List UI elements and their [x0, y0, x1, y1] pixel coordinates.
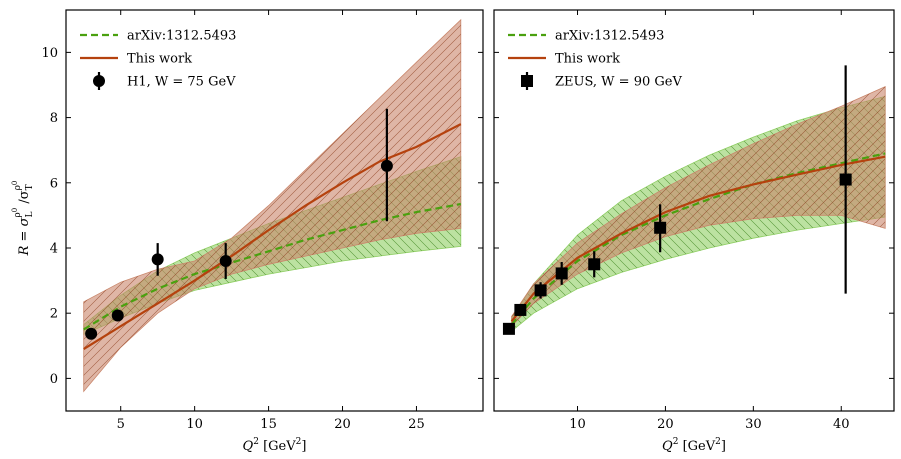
left-x-tick-label: 15 [260, 417, 277, 432]
left-data-point [151, 253, 164, 266]
left-data-point [380, 159, 393, 172]
right-legend: arXiv:1312.5493 This work ZEUS, W = 90 GeV [508, 29, 682, 90]
right-x-axis-label: Q2 [GeV2] [662, 437, 726, 454]
right-x-tick-label: 40 [833, 417, 850, 432]
left-legend: arXiv:1312.5493 This work H1, W = 75 GeV [80, 29, 236, 90]
right-bands [511, 85, 886, 332]
right-ticks: 10 20 30 40 [494, 10, 894, 432]
left-this-work-band-hatch [83, 19, 461, 392]
right-legend-label: ZEUS, W = 90 GeV [555, 75, 682, 90]
right-legend-marker [521, 75, 533, 87]
left-panel: 5 10 15 20 25 0 2 4 6 8 10 arXiv:1312.5493 This wor… [41, 9, 484, 454]
left-data-point [85, 327, 98, 340]
left-ticks: 5 10 15 20 25 0 2 4 6 8 10 [41, 10, 483, 432]
left-x-axis-label: Q2 [GeV2] [243, 437, 307, 454]
right-legend-label: arXiv:1312.5493 [555, 29, 664, 44]
right-data-point [502, 322, 515, 335]
right-x-tick-label: 20 [657, 417, 674, 432]
left-x-tick-label: 20 [334, 417, 351, 432]
left-this-work-line [83, 123, 462, 351]
right-legend-label: This work [555, 52, 620, 67]
left-y-tick-label: 4 [50, 241, 58, 256]
left-legend-label: This work [127, 52, 192, 67]
right-this-work-band-hatch [511, 86, 886, 327]
right-panel: 10 20 30 40 arXiv:1312.5493 This work ZEUS, W… [493, 9, 895, 454]
left-data-points [85, 108, 393, 340]
left-x-tick-label: 25 [408, 417, 425, 432]
left-y-tick-label: 8 [50, 111, 58, 126]
left-data-point [111, 309, 124, 322]
right-data-point [534, 284, 547, 297]
left-axes-frame [65, 9, 484, 412]
left-y-tick-label: 2 [50, 307, 58, 322]
left-lines [83, 123, 462, 351]
right-data-point [654, 221, 667, 234]
right-axes-frame [493, 9, 895, 412]
right-data-point [588, 258, 601, 271]
right-reference-line [510, 152, 886, 326]
y-axis-label: R = σLρ0 /σTρ0 [11, 181, 35, 257]
right-data-point [839, 173, 852, 186]
left-data-point [219, 255, 232, 268]
left-legend-label: arXiv:1312.5493 [127, 29, 236, 44]
left-legend-marker [93, 75, 105, 87]
left-x-tick-label: 5 [117, 417, 125, 432]
right-data-point [514, 303, 527, 316]
right-lines [510, 152, 886, 326]
left-y-tick-label: 0 [50, 372, 58, 387]
left-x-tick-label: 10 [186, 417, 203, 432]
left-legend-label: H1, W = 75 GeV [127, 75, 236, 90]
left-y-tick-label: 6 [50, 176, 58, 191]
right-x-tick-label: 10 [569, 417, 586, 432]
right-this-work-line [510, 155, 886, 322]
right-data-points [502, 65, 852, 335]
left-y-tick-label: 10 [41, 46, 58, 61]
right-data-point [555, 267, 568, 280]
left-reference-line [83, 202, 461, 331]
right-x-tick-label: 30 [745, 417, 762, 432]
